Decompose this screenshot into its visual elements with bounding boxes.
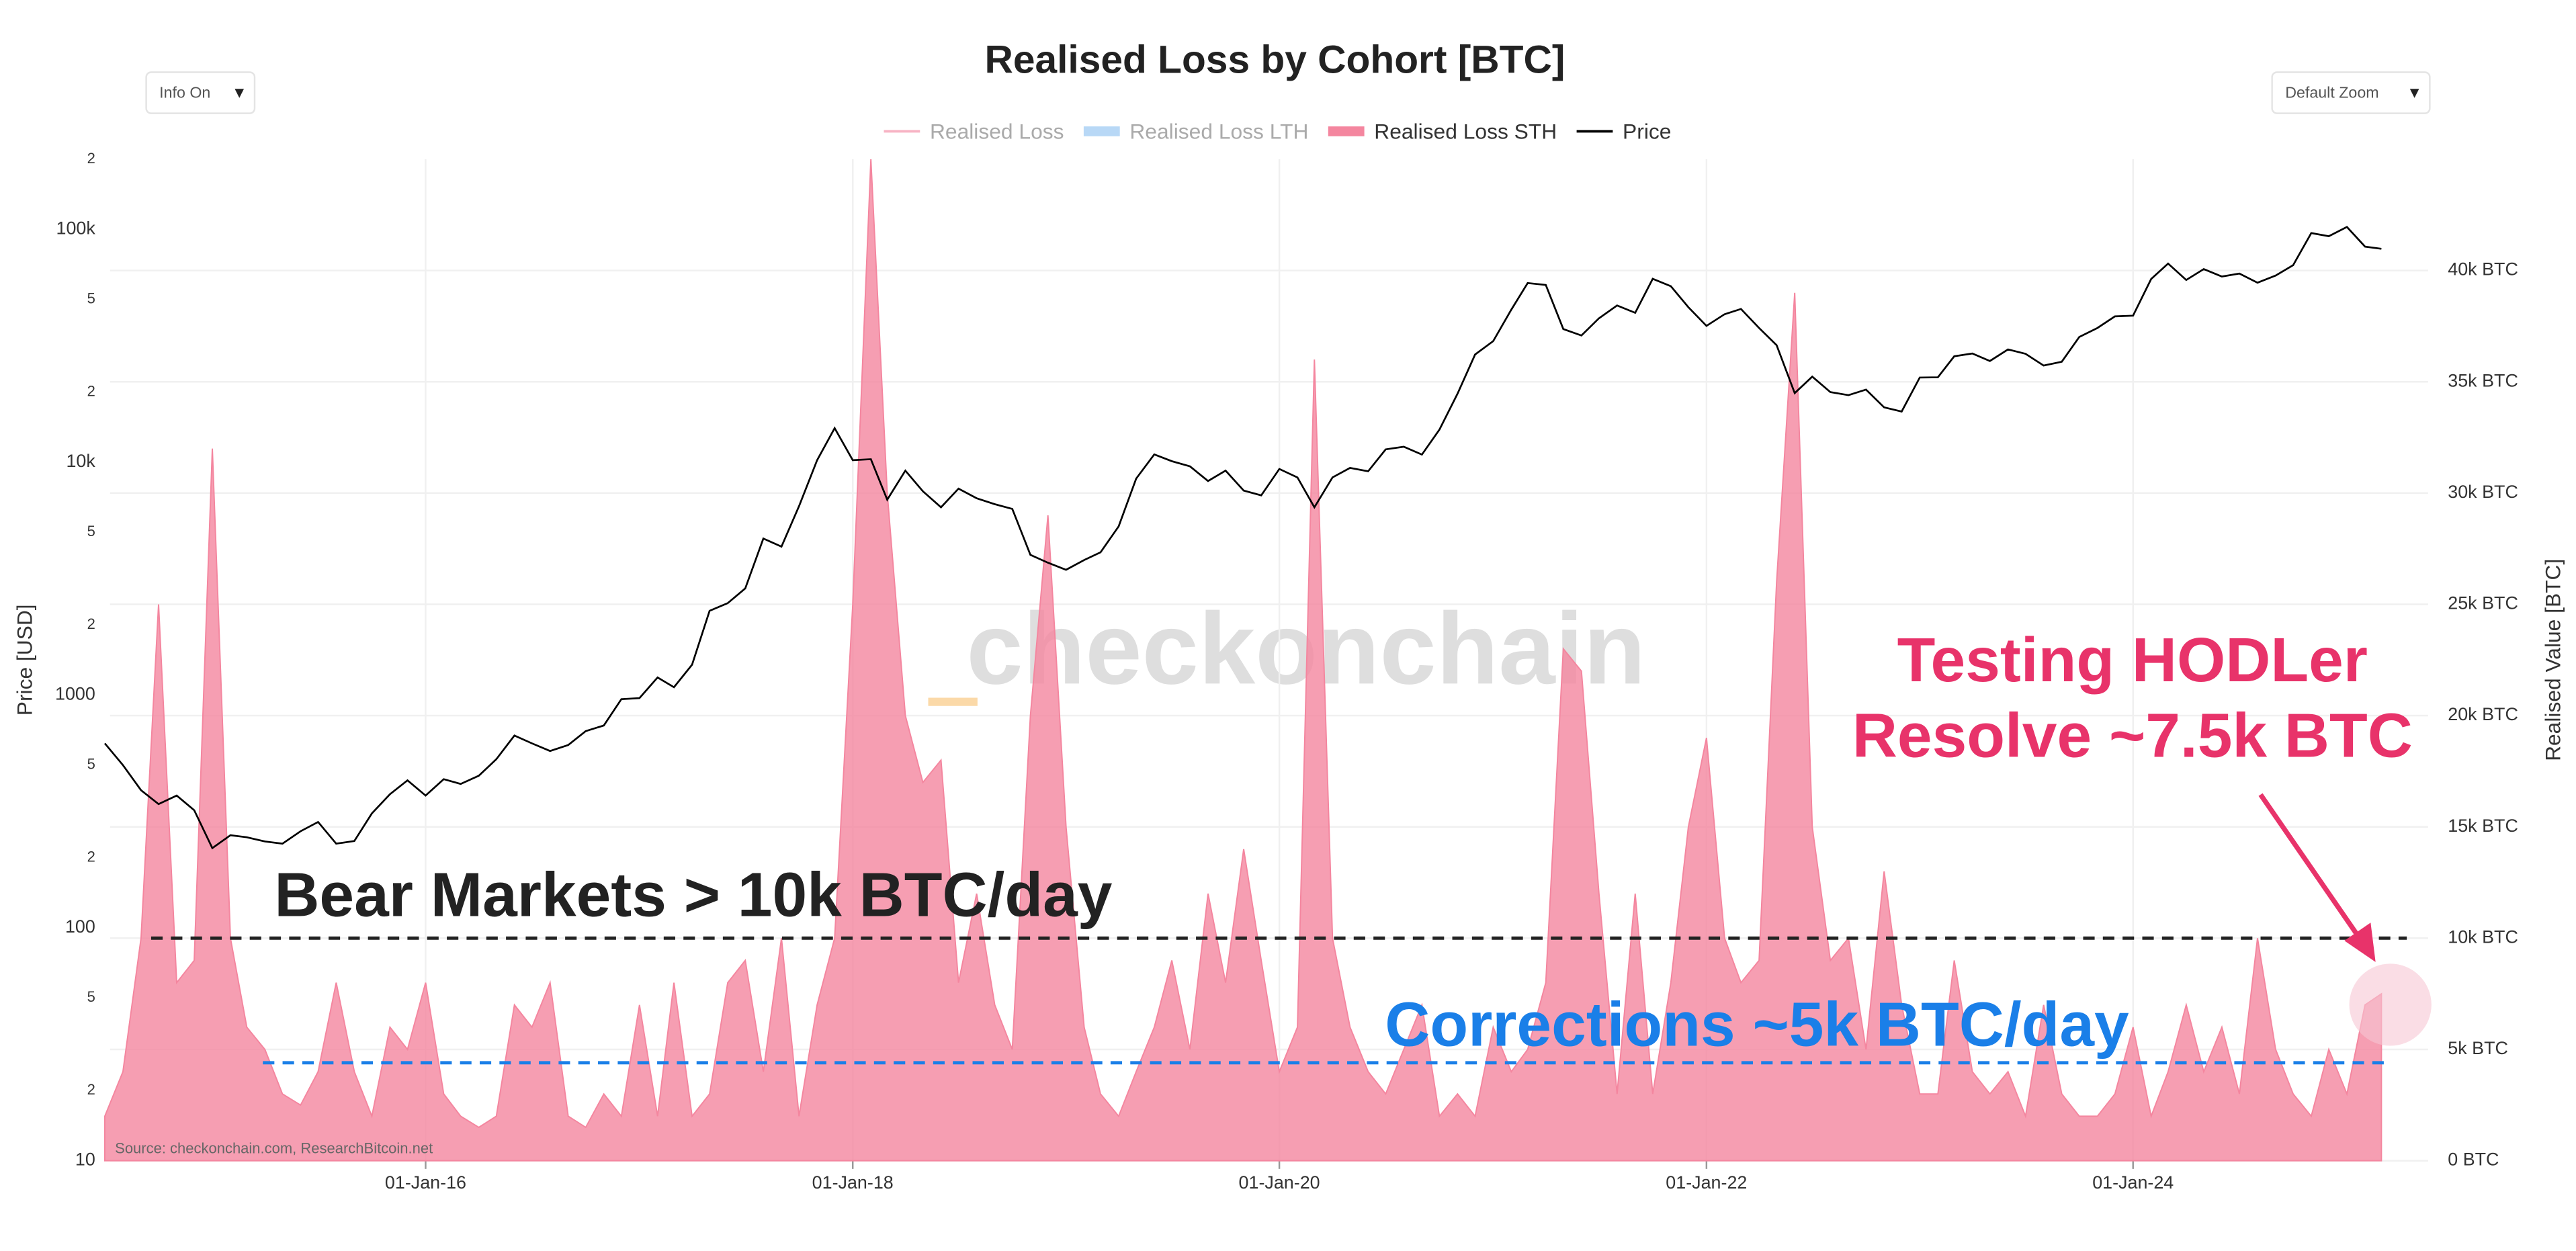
callout-arrow (2258, 793, 2365, 944)
y2-tick-label: 25k BTC (2448, 593, 2518, 613)
button-label[interactable]: Info On (159, 83, 210, 101)
legend-label: Realised Loss STH (1374, 119, 1557, 143)
x-tick-label: 01-Jan-18 (812, 1172, 894, 1193)
callout-text: Resolve ~7.5k BTC (1852, 701, 2413, 771)
info-button[interactable]: Info On ▼ (145, 71, 256, 114)
y-tick-label: 2 (87, 849, 95, 865)
zoom-button[interactable]: Default Zoom ▼ (2271, 71, 2431, 114)
y-tick-label: 100k (56, 218, 96, 238)
level-label: Bear Markets > 10k BTC/day (274, 860, 1112, 930)
button-label[interactable]: Default Zoom (2285, 83, 2378, 101)
y-tick-label: 2 (87, 150, 95, 167)
y-axis-title: Price [USD] (13, 604, 37, 716)
loss-area (104, 159, 2382, 1162)
y-tick-label: 2 (87, 382, 95, 399)
source-note: Source: checkonchain.com, ResearchBitcoi… (115, 1139, 433, 1156)
legend-label: Price (1623, 119, 1671, 143)
dropdown-arrow[interactable]: ▼ (2407, 83, 2422, 101)
y2-tick-label: 10k BTC (2448, 926, 2518, 947)
chart-title: Realised Loss by Cohort [BTC] (984, 38, 1565, 81)
callout-text: Testing HODLer (1897, 625, 2368, 695)
x-tick-label: 01-Jan-20 (1239, 1172, 1320, 1193)
y-tick-label: 2 (87, 1081, 95, 1098)
y2-tick-label: 20k BTC (2448, 704, 2518, 724)
level-label: Corrections ~5k BTC/day (1385, 990, 2129, 1060)
y-tick-label: 2 (87, 615, 95, 632)
y2-tick-label: 30k BTC (2448, 482, 2518, 502)
button-frame[interactable] (2271, 71, 2431, 114)
callout-arrowhead (2344, 922, 2376, 962)
plot-area (103, 159, 2428, 1169)
y2-tick-label: 40k BTC (2448, 259, 2518, 279)
y2-tick-label: 0 BTC (2448, 1150, 2499, 1170)
y-tick-label: 1000 (55, 684, 95, 704)
y-tick-label: 10 (75, 1150, 95, 1170)
button-frame[interactable] (145, 71, 256, 114)
x-tick-label: 01-Jan-16 (385, 1172, 466, 1193)
y-tick-label: 5 (87, 523, 95, 540)
legend-label: Realised Loss LTH (1129, 119, 1308, 143)
y-tick-label: 5 (87, 756, 95, 773)
y-tick-label: 10k (66, 451, 95, 471)
highlight-circle (2349, 963, 2432, 1046)
price-line (103, 226, 2382, 850)
y-tick-label: 5 (87, 988, 95, 1005)
y2-tick-label: 5k BTC (2448, 1038, 2508, 1058)
y-tick-label: 5 (87, 290, 95, 306)
y-tick-label: 100 (65, 916, 95, 937)
y2-tick-label: 15k BTC (2448, 816, 2518, 836)
watermark-dash (928, 697, 978, 706)
legend-symbol (1328, 126, 1365, 136)
legend-label: Realised Loss (930, 119, 1064, 143)
y2-axis-title: Realised Value [BTC] (2541, 559, 2565, 761)
dropdown-arrow[interactable]: ▼ (232, 83, 247, 101)
y2-tick-label: 35k BTC (2448, 370, 2518, 390)
x-tick-label: 01-Jan-22 (1666, 1172, 1747, 1193)
legend-symbol (1083, 126, 1120, 136)
x-tick-label: 01-Jan-24 (2092, 1172, 2174, 1193)
